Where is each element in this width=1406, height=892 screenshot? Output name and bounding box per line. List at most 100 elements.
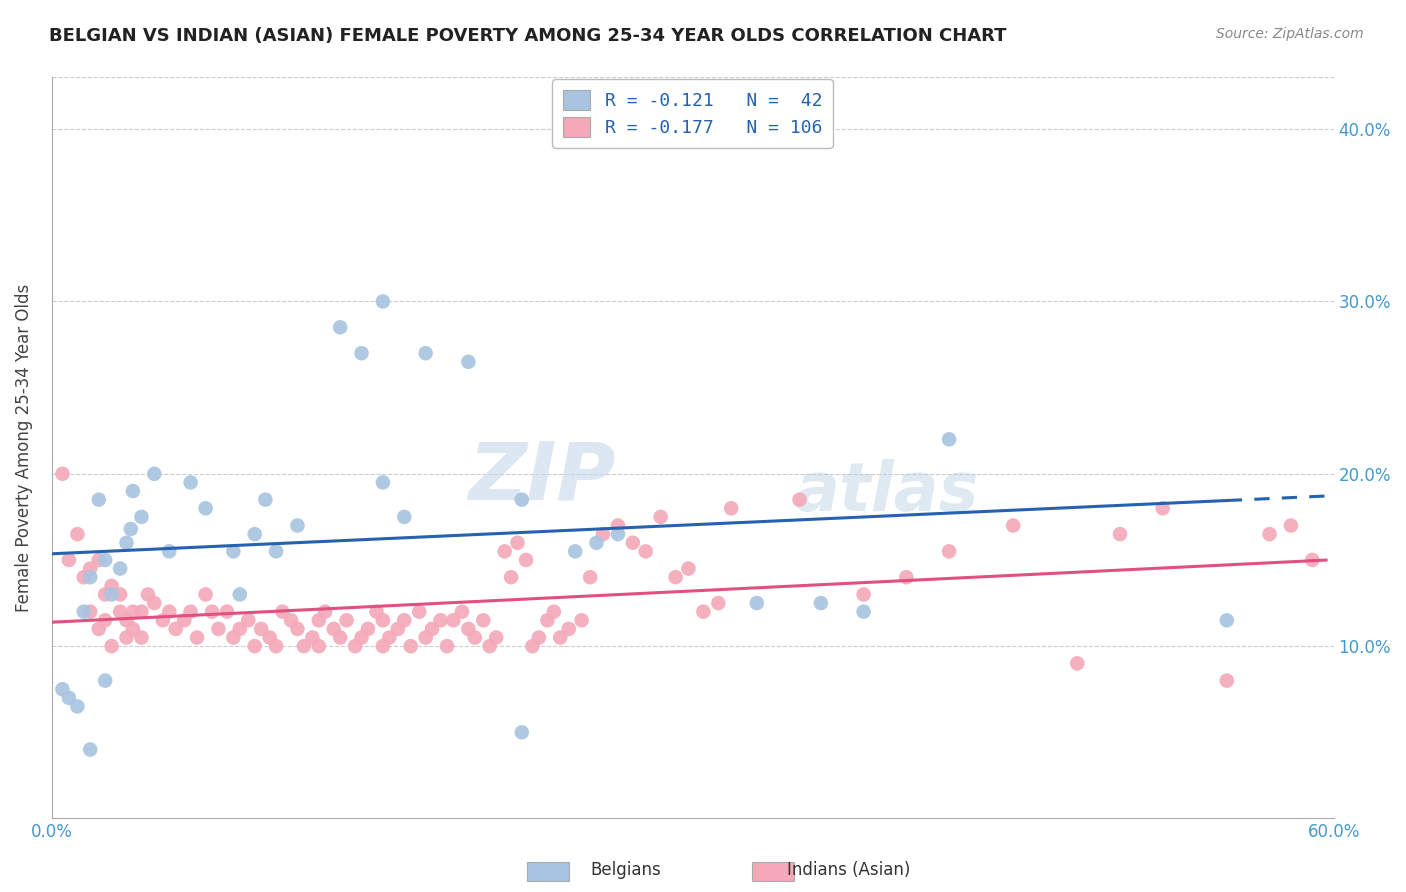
Point <box>157 544 180 558</box>
Point <box>108 561 131 575</box>
Point <box>329 320 352 334</box>
Point <box>100 639 122 653</box>
Point <box>73 570 96 584</box>
Point <box>558 622 581 636</box>
Point <box>115 631 138 645</box>
Point <box>522 639 544 653</box>
Point <box>634 544 657 558</box>
Point <box>180 605 202 619</box>
Point <box>510 492 533 507</box>
Point <box>350 346 373 360</box>
Point <box>100 579 122 593</box>
Point <box>131 605 153 619</box>
Text: ZIP: ZIP <box>468 439 616 516</box>
Point <box>1258 527 1281 541</box>
Point <box>165 622 187 636</box>
Point <box>852 587 875 601</box>
Point <box>173 613 195 627</box>
Point <box>229 587 252 601</box>
Point <box>186 631 208 645</box>
Point <box>592 527 614 541</box>
Point <box>131 509 153 524</box>
Point <box>543 605 565 619</box>
Point <box>143 467 166 481</box>
Point <box>585 535 607 549</box>
Point <box>100 587 122 601</box>
Point <box>238 613 260 627</box>
Point <box>478 639 501 653</box>
Point <box>564 544 586 558</box>
Text: BELGIAN VS INDIAN (ASIAN) FEMALE POVERTY AMONG 25-34 YEAR OLDS CORRELATION CHART: BELGIAN VS INDIAN (ASIAN) FEMALE POVERTY… <box>49 27 1007 45</box>
Point <box>322 622 344 636</box>
Point <box>58 553 80 567</box>
Point <box>745 596 768 610</box>
Point <box>157 605 180 619</box>
Point <box>579 570 602 584</box>
Text: atlas: atlas <box>796 459 980 525</box>
Point <box>366 605 388 619</box>
Point <box>152 613 174 627</box>
Point <box>441 613 464 627</box>
Point <box>1066 657 1088 671</box>
Point <box>506 535 529 549</box>
Point <box>938 544 960 558</box>
Point <box>415 631 437 645</box>
Point <box>292 639 315 653</box>
Point <box>464 631 486 645</box>
Point <box>87 553 110 567</box>
Point <box>143 596 166 610</box>
Point <box>254 492 277 507</box>
Point <box>79 570 101 584</box>
Text: Indians (Asian): Indians (Asian) <box>787 861 911 879</box>
Point <box>79 605 101 619</box>
Point <box>415 346 437 360</box>
Point <box>222 631 245 645</box>
Point <box>1002 518 1025 533</box>
Point <box>606 527 628 541</box>
Point <box>108 605 131 619</box>
Point <box>457 355 479 369</box>
Point <box>527 631 550 645</box>
Point <box>243 639 266 653</box>
Point <box>94 587 117 601</box>
Point <box>357 622 380 636</box>
Point <box>215 605 238 619</box>
Point <box>420 622 443 636</box>
Point <box>515 553 537 567</box>
Point <box>394 509 416 524</box>
Point <box>371 639 394 653</box>
Point <box>408 605 430 619</box>
Point <box>87 622 110 636</box>
Point <box>122 605 145 619</box>
Point <box>344 639 367 653</box>
Point <box>938 433 960 447</box>
Point <box>1216 673 1239 688</box>
Point <box>287 622 309 636</box>
Point <box>429 613 451 627</box>
Point <box>264 639 287 653</box>
Point <box>308 613 330 627</box>
Point <box>665 570 688 584</box>
Point <box>308 639 330 653</box>
Point <box>350 631 373 645</box>
Point <box>378 631 401 645</box>
Point <box>399 639 422 653</box>
Point <box>180 475 202 490</box>
Point <box>280 613 302 627</box>
Point <box>250 622 273 636</box>
Point <box>94 613 117 627</box>
Point <box>94 553 117 567</box>
Point <box>810 596 832 610</box>
Point <box>122 483 145 498</box>
Point <box>66 527 89 541</box>
Point <box>108 587 131 601</box>
Text: Belgians: Belgians <box>591 861 661 879</box>
Point <box>571 613 593 627</box>
Point <box>707 596 730 610</box>
Point <box>1152 501 1174 516</box>
Point <box>122 622 145 636</box>
Point <box>720 501 742 516</box>
Point <box>371 475 394 490</box>
Point <box>501 570 523 584</box>
Point <box>485 631 508 645</box>
